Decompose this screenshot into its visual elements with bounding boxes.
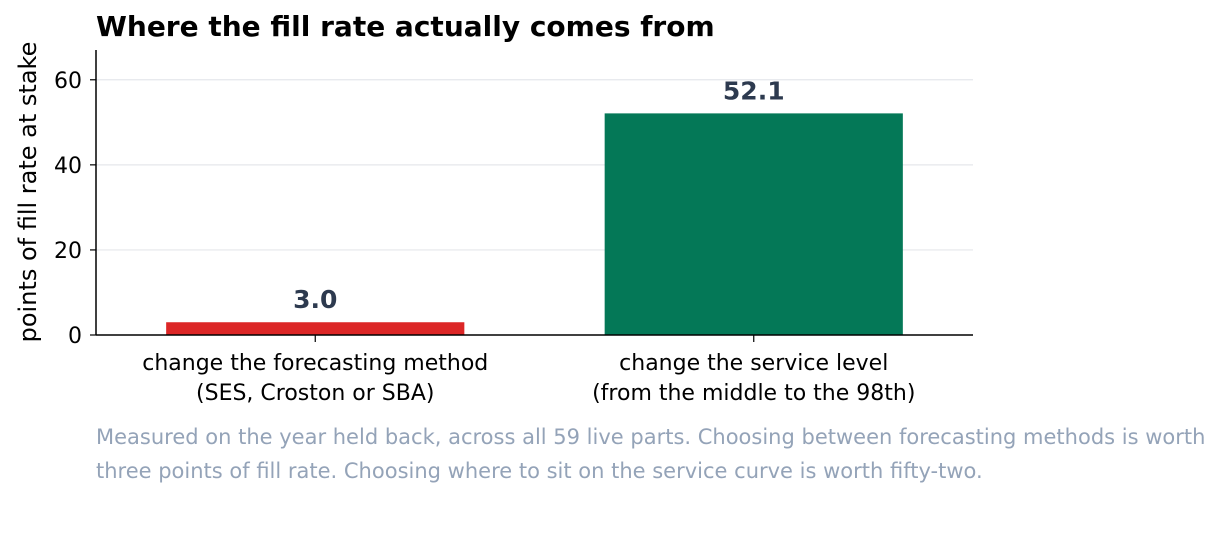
bar-value-label: 3.0 (293, 285, 337, 314)
x-tick-label: (from the middle to the 98th) (592, 381, 915, 406)
x-tick-label: change the service level (619, 351, 888, 376)
chart-caption: Measured on the year held back, across a… (96, 425, 1206, 483)
axes: 0 20 40 60 change the forecasting method (SES… (54, 50, 973, 406)
y-tick-label: 0 (68, 324, 82, 349)
chart-title: Where the fill rate actually comes from (96, 10, 715, 43)
y-axis-label: points of fill rate at stake (14, 42, 42, 343)
y-tick-label: 40 (54, 154, 82, 179)
y-tick-label: 60 (54, 69, 82, 94)
y-tick-label: 20 (54, 239, 82, 264)
bar (604, 113, 903, 335)
bars: 3.0 52.1 (166, 76, 903, 335)
bar-value-label: 52.1 (723, 76, 785, 105)
bar (166, 322, 465, 335)
x-tick-label: (SES, Croston or SBA) (196, 381, 434, 406)
x-tick-label: change the forecasting method (142, 351, 488, 376)
